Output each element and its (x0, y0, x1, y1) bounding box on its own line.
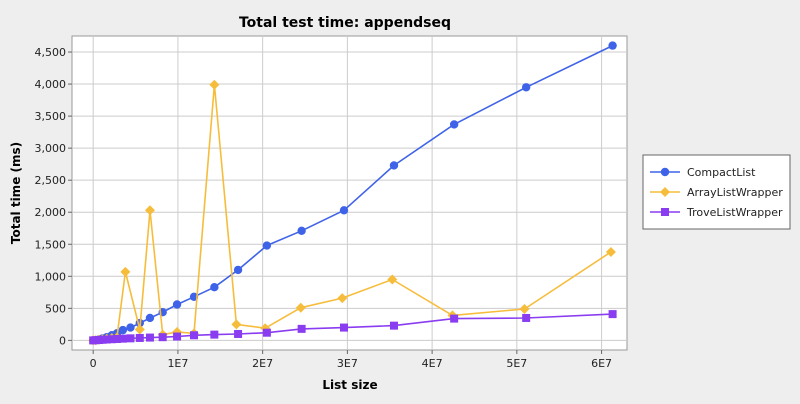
data-point-compactlist (172, 300, 182, 309)
data-point-trovelistwrapper (339, 323, 348, 332)
data-point-compactlist (262, 241, 272, 250)
data-point-arraylistwrapper (519, 303, 530, 314)
data-point-trovelistwrapper (297, 324, 306, 333)
data-point-trovelistwrapper (450, 314, 459, 323)
data-point-compactlist (297, 226, 306, 236)
data-point-arraylistwrapper (120, 266, 131, 277)
data-point-compactlist (233, 265, 243, 275)
y-tick-label: 1,500 (35, 238, 67, 251)
x-tick-label: 5E7 (506, 357, 527, 370)
data-point-compactlist (118, 325, 128, 335)
series-layer (88, 41, 617, 346)
data-point-trovelistwrapper (102, 335, 111, 344)
data-point-compactlist (126, 323, 135, 332)
legend-swatch-marker (660, 187, 670, 197)
data-point-arraylistwrapper (144, 205, 155, 216)
x-tick-label: 0 (90, 357, 97, 370)
data-point-compactlist (145, 313, 155, 323)
x-tick-label: 4E7 (422, 357, 443, 370)
data-point-trovelistwrapper (190, 331, 199, 340)
y-tick-label: 3,000 (35, 142, 67, 155)
data-point-trovelistwrapper (262, 328, 271, 337)
data-point-trovelistwrapper (135, 333, 144, 342)
y-axis-title: Total time (ms) (9, 142, 23, 244)
data-point-compactlist (521, 83, 531, 92)
data-point-arraylistwrapper (209, 79, 220, 90)
legend-item-compactlist: CompactList (650, 166, 756, 179)
y-tick-label: 0 (59, 334, 66, 347)
data-point-compactlist (608, 41, 617, 50)
axes: 0 500 1,000 1,500 2,000 2,500 3,000 3,500 4,000 4… (35, 46, 613, 370)
legend-label: ArrayListWrapper (687, 186, 783, 199)
data-point-trovelistwrapper (389, 321, 398, 330)
y-tick-label: 1,000 (35, 270, 67, 283)
y-tick-label: 4,500 (35, 46, 67, 59)
y-tick-label: 2,000 (35, 206, 67, 219)
data-point-arraylistwrapper (134, 324, 145, 335)
x-axis-title: List size (322, 378, 377, 392)
plot-area (71, 35, 628, 351)
y-tick-label: 2,500 (35, 174, 67, 187)
legend-swatch-marker (661, 208, 669, 216)
y-tick-label: 3,500 (35, 110, 67, 123)
legend-item-trovelistwrapper: TroveListWrapper (650, 206, 783, 219)
data-point-trovelistwrapper (107, 335, 116, 344)
series-trovelistwrapper (89, 310, 617, 345)
data-point-trovelistwrapper (112, 334, 121, 343)
data-point-trovelistwrapper (98, 335, 107, 344)
y-tick-label: 4,000 (35, 78, 67, 91)
legend-swatch-marker (660, 167, 670, 177)
data-point-trovelistwrapper (522, 313, 531, 322)
data-point-arraylistwrapper (337, 293, 348, 304)
data-point-trovelistwrapper (158, 333, 167, 342)
data-point-trovelistwrapper (118, 334, 127, 343)
legend: CompactList ArrayListWrapper TroveListWrap… (642, 154, 791, 230)
y-tick-label: 500 (45, 302, 66, 315)
data-point-compactlist (339, 206, 349, 215)
x-tick-label: 1E7 (167, 357, 188, 370)
data-point-trovelistwrapper (145, 333, 154, 342)
data-point-trovelistwrapper (126, 334, 135, 343)
data-point-arraylistwrapper (387, 274, 398, 285)
legend-item-arraylistwrapper: ArrayListWrapper (650, 186, 783, 199)
data-point-trovelistwrapper (608, 310, 617, 319)
grid-lines (72, 36, 627, 350)
data-point-arraylistwrapper (231, 319, 242, 330)
x-tick-label: 2E7 (252, 357, 273, 370)
data-point-trovelistwrapper (234, 329, 243, 338)
legend-label: TroveListWrapper (686, 206, 783, 219)
legend-label: CompactList (687, 166, 756, 179)
x-tick-label: 3E7 (337, 357, 358, 370)
data-point-trovelistwrapper (210, 330, 219, 339)
data-point-trovelistwrapper (173, 332, 182, 341)
data-point-arraylistwrapper (295, 302, 306, 313)
chart-title: Total test time: appendseq (239, 15, 451, 31)
x-tick-label: 6E7 (591, 357, 612, 370)
data-point-arraylistwrapper (605, 246, 616, 257)
data-point-compactlist (449, 120, 459, 129)
data-point-compactlist (389, 161, 399, 170)
data-point-compactlist (210, 283, 219, 292)
